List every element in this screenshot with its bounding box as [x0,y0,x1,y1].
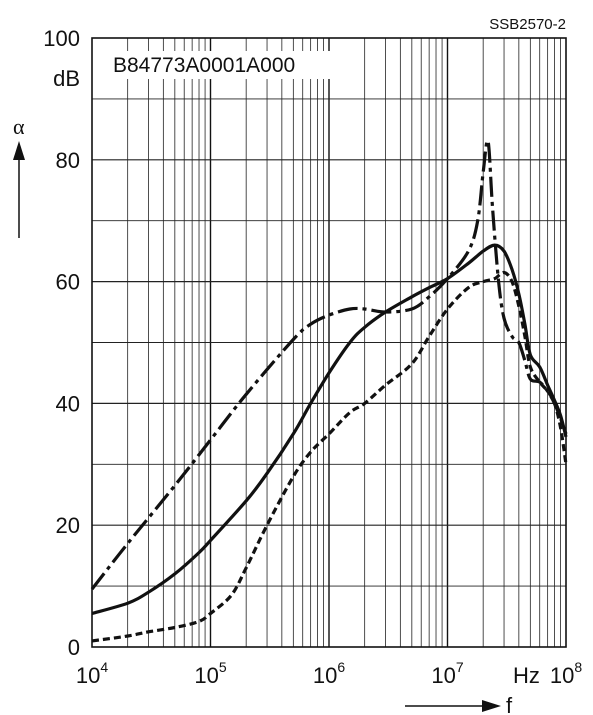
x-axis-arrow [405,700,501,712]
y-unit-background [52,64,84,90]
x-tick-labels: 104 105 106 107 108 [76,659,582,688]
y-axis-arrow [13,141,25,238]
x-tick-label: 106 [313,659,345,688]
curves [90,138,568,643]
y-tick-label: 100 [43,26,80,51]
y-tick-label: 40 [56,391,80,416]
y-tick-label: 60 [56,270,80,295]
chart-title: B84773A0001A000 [113,54,295,77]
x-tick-label: 107 [431,659,463,688]
x-arrow-head [482,700,501,712]
x-tick-label: 108 [550,659,582,688]
curve-dash-dot [90,138,568,591]
curve-solid [91,243,568,616]
figure-code: SSB2570-2 [489,16,566,33]
x-unit-label: Hz [513,663,540,688]
x-tick-label: 105 [194,659,226,688]
x-unit-background [508,663,542,689]
y-tick-label: 0 [68,635,80,660]
y-unit-label: dB [53,66,80,91]
y-tick-label: 80 [56,148,80,173]
x-axis-symbol: f [506,693,513,715]
plot-frame [91,37,567,648]
x-tick-label: 104 [76,659,108,688]
title-background [106,51,330,79]
y-arrow-head [13,141,25,160]
y-tick-labels: 0 20 40 60 80 100 [43,26,80,660]
y-axis-symbol: α [13,114,25,139]
y-tick-label: 20 [56,513,80,538]
curve-dashed [91,270,568,643]
